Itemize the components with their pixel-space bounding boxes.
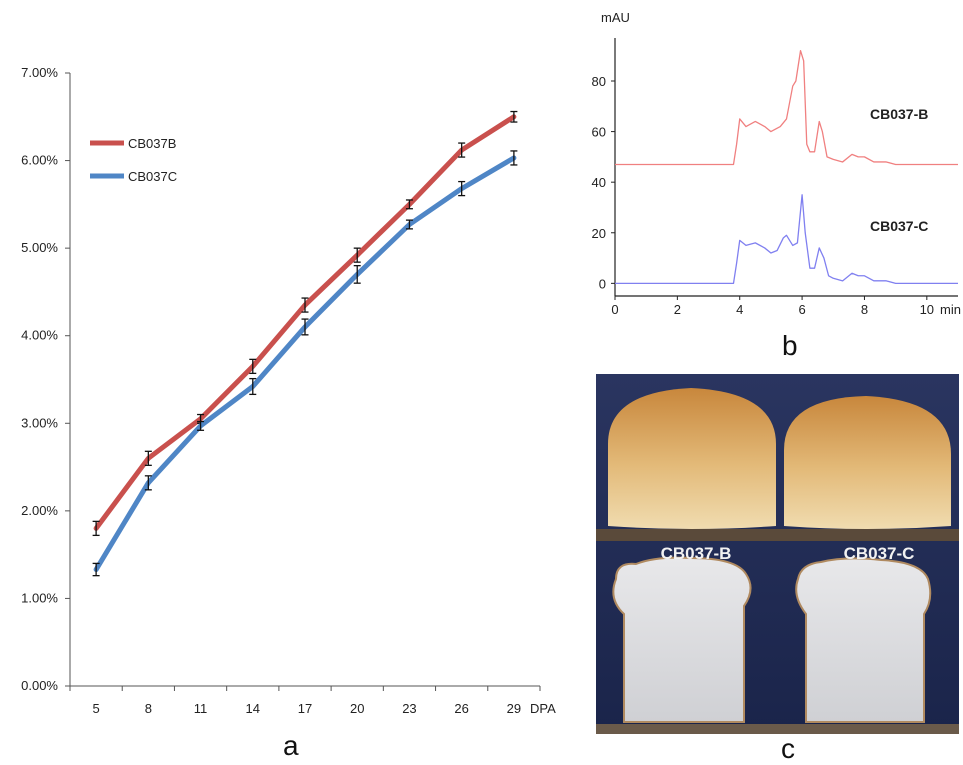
b-x-tick-label: 6 bbox=[798, 302, 805, 317]
panel-label-b: b bbox=[782, 330, 798, 361]
y-tick-label: 0.00% bbox=[21, 678, 58, 693]
x-tick-label: 29 bbox=[507, 701, 521, 716]
x-axis-title: DPA bbox=[530, 701, 556, 716]
b-y-tick-label: 80 bbox=[592, 74, 606, 89]
b-y-tick-label: 0 bbox=[599, 276, 606, 291]
y-tick-label: 6.00% bbox=[21, 153, 58, 168]
b-x-tick-label: 8 bbox=[861, 302, 868, 317]
bread-illustration: CB037-B CB037-C bbox=[596, 374, 959, 734]
x-tick-label: 23 bbox=[402, 701, 416, 716]
bread-photo: CB037-B CB037-C bbox=[596, 374, 959, 734]
panel-label-a: a bbox=[283, 730, 299, 761]
b-series-line-CB037-B bbox=[615, 49, 958, 166]
b-y-tick-label: 20 bbox=[592, 226, 606, 241]
chart-b: mAU 0 20 40 60 80 0 2 4 6 8 10 min CB037-B CB037-C bbox=[592, 10, 961, 317]
chart-a: 0.00% 1.00% 2.00% 3.00% 4.00% 5.00% 6.00% 7.00%… bbox=[21, 65, 556, 716]
y-tick-label: 2.00% bbox=[21, 503, 58, 518]
panel-label-c: c bbox=[781, 733, 795, 764]
y-tick-label: 4.00% bbox=[21, 328, 58, 343]
y-tick-label: 3.00% bbox=[21, 415, 58, 430]
x-tick-label: 8 bbox=[145, 701, 152, 716]
b-x-tick-label: 10 bbox=[920, 302, 934, 317]
x-tick-label: 17 bbox=[298, 701, 312, 716]
b-x-tick-label: 0 bbox=[611, 302, 618, 317]
x-tick-label: 26 bbox=[454, 701, 468, 716]
b-trace-label-C: CB037-C bbox=[870, 218, 928, 234]
x-tick-label: 11 bbox=[194, 701, 208, 716]
b-trace-label-B: CB037-B bbox=[870, 106, 928, 122]
y-tick-label: 7.00% bbox=[21, 65, 58, 80]
series-line-CB037C bbox=[93, 155, 517, 573]
b-y-tick-label: 60 bbox=[592, 125, 606, 140]
x-tick-label: 5 bbox=[92, 701, 99, 716]
b-x-axis-title: min bbox=[940, 302, 961, 317]
b-y-axis-title: mAU bbox=[601, 10, 630, 25]
b-series-line-CB037-C bbox=[615, 194, 958, 285]
legend-label-CB037B: CB037B bbox=[128, 136, 176, 151]
photo-label-c: CB037-C bbox=[844, 544, 915, 563]
x-tick-label: 20 bbox=[350, 701, 364, 716]
y-tick-label: 1.00% bbox=[21, 590, 58, 605]
y-tick-label: 5.00% bbox=[21, 240, 58, 255]
legend-label-CB037C: CB037C bbox=[128, 169, 177, 184]
photo-label-b: CB037-B bbox=[661, 544, 732, 563]
b-x-tick-label: 4 bbox=[736, 302, 743, 317]
b-y-tick-label: 40 bbox=[592, 175, 606, 190]
x-tick-label: 14 bbox=[246, 701, 260, 716]
b-x-tick-label: 2 bbox=[674, 302, 681, 317]
